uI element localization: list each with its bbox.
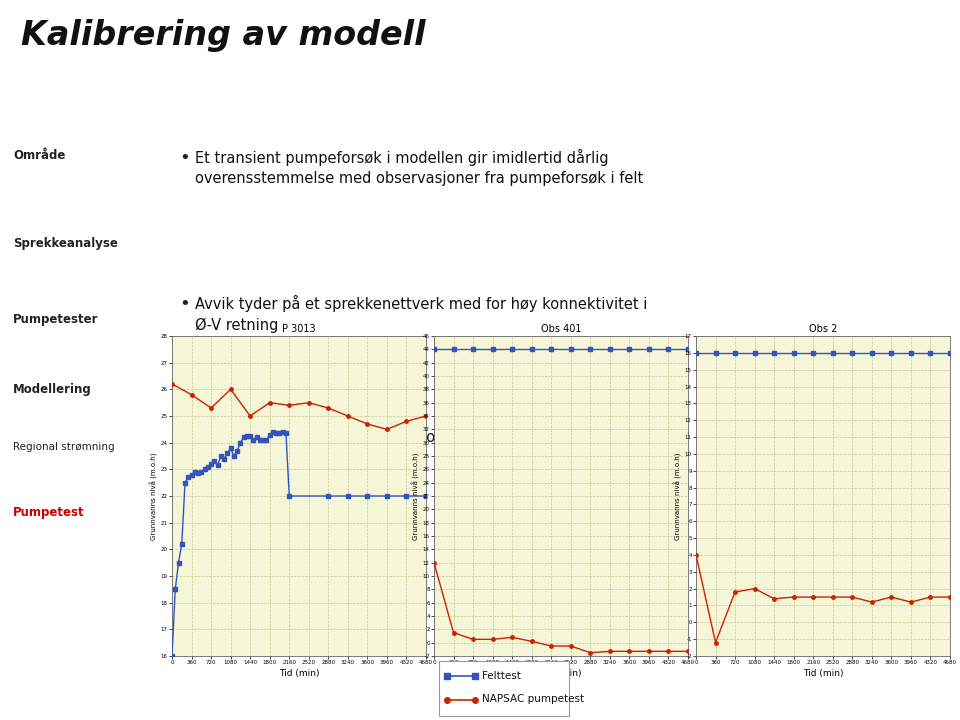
Text: Modellering: Modellering (13, 383, 92, 396)
Text: Sprekkeanalyse: Sprekkeanalyse (13, 237, 118, 250)
Text: •: • (179, 430, 190, 448)
Title: Obs 2: Obs 2 (809, 324, 837, 334)
Text: Regional strømning: Regional strømning (13, 441, 114, 451)
Title: P 3013: P 3013 (282, 324, 316, 334)
Text: Stort avvik kan skyldes nedbør og snøsmelting under felttest: Stort avvik kan skyldes nedbør og snøsme… (195, 430, 643, 445)
Text: NAPSAC pumpetest: NAPSAC pumpetest (482, 695, 584, 704)
Text: Pumpetest: Pumpetest (13, 506, 84, 519)
Text: Pumpetester: Pumpetester (13, 313, 99, 326)
Text: Avvik tyder på et sprekkenettverk med for høy konnektivitet i
Ø-V retning: Avvik tyder på et sprekkenettverk med fo… (195, 295, 647, 333)
Y-axis label: Grunnvanns nivå (m.o.h): Grunnvanns nivå (m.o.h) (150, 452, 158, 540)
X-axis label: Tid (min): Tid (min) (803, 670, 843, 678)
Text: Et transient pumpeforsøk i modellen gir imidlertid dårlig
overensstemmelse med o: Et transient pumpeforsøk i modellen gir … (195, 149, 643, 186)
Y-axis label: Grunnvanns nivå (m.o.h): Grunnvanns nivå (m.o.h) (674, 452, 682, 540)
Title: Obs 401: Obs 401 (540, 324, 581, 334)
Text: •: • (179, 149, 190, 167)
Text: Kalibrering av modell: Kalibrering av modell (21, 19, 425, 53)
Text: •: • (179, 295, 190, 313)
X-axis label: Tid (min): Tid (min) (278, 670, 320, 678)
X-axis label: Tid (min): Tid (min) (540, 670, 581, 678)
Text: Felttest: Felttest (482, 671, 520, 681)
FancyBboxPatch shape (439, 661, 569, 716)
Text: Område: Område (13, 149, 65, 162)
Y-axis label: Grunnvanns nivå (m.o.h): Grunnvanns nivå (m.o.h) (412, 452, 420, 540)
